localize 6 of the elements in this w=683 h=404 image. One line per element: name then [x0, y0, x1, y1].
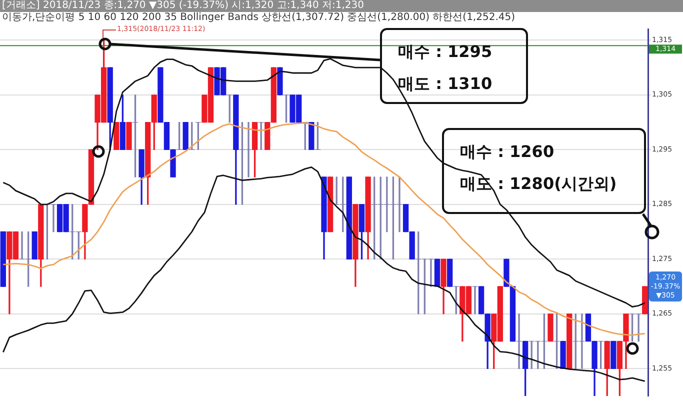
annotation: 매수 : 1260: [460, 141, 556, 163]
candlestick: [472, 286, 478, 314]
chart-title: [거래소] 2018/11/23 종:1,270 ▼305 (-19.37%) 시:1,320 고:1,340 저:1,230: [0, 0, 683, 12]
annotation: 매도 : 1310: [398, 73, 494, 95]
annotation: 매수 : 1295: [398, 41, 494, 63]
chart-subtitle: 이동가,단순이평 5 10 60 120 200 35 Bollinger Bands 상한선(1,307.72) 중심선(1,280.00) 하한선(1,252.45): [1, 12, 516, 24]
